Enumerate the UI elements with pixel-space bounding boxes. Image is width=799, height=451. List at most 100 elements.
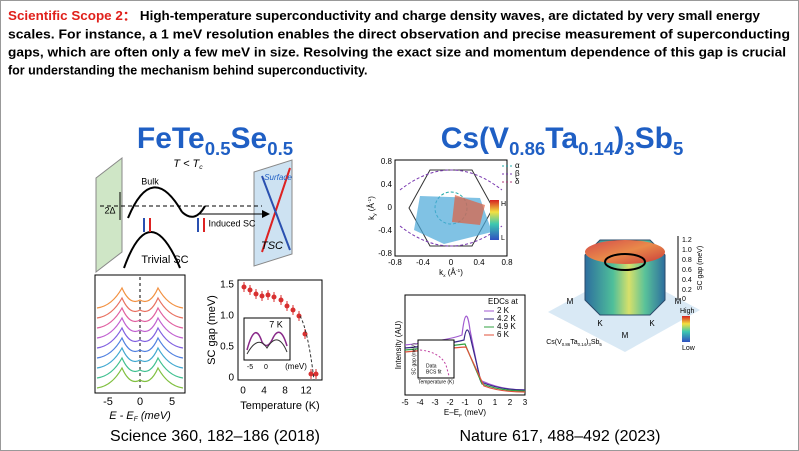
- delta-contour: [399, 169, 503, 247]
- colorbar-label: L: [501, 235, 505, 242]
- figure-title-part: 0.5: [267, 138, 293, 159]
- compound-label-part: 0.86: [562, 342, 571, 347]
- edc-curve: [96, 336, 184, 359]
- legend-title: EDCs at: [488, 297, 519, 306]
- inset-label: Data: [426, 363, 437, 369]
- gap-points: [241, 282, 319, 381]
- z-tick-label: 0: [682, 296, 686, 303]
- x-tick-label: 0: [449, 258, 454, 267]
- x-axis-label-part: F: [459, 413, 462, 419]
- x-tick-label: 12: [300, 386, 312, 397]
- figure-title-part: 3: [624, 138, 634, 159]
- x-tick-label: -4: [416, 398, 424, 407]
- y-tick-label: 0.8: [381, 157, 393, 166]
- colorbar-label: High: [680, 308, 695, 315]
- x-axis-label: Temperature (K): [240, 400, 319, 412]
- x-tick-label: 0.8: [501, 258, 513, 267]
- schematic-label: T < Tc: [173, 158, 203, 171]
- gap-point: [278, 297, 284, 303]
- z-tick-label: 0.8: [682, 257, 692, 264]
- colorbar-label: H: [501, 201, 506, 208]
- dirac-line: [261, 175, 291, 251]
- x-axis-label-part: F: [134, 416, 139, 423]
- header-label: Scientific Scope 2：: [8, 9, 136, 23]
- y-tick-label: 0: [388, 203, 393, 212]
- figure-title-part: Ta: [545, 122, 578, 155]
- schematic: [95, 156, 293, 274]
- y-tick-label: 0.5: [220, 342, 234, 353]
- z-tick-label: 0.2: [682, 287, 692, 294]
- schematic-label-part: T < T: [173, 158, 200, 170]
- figure-title-part: 0.86: [509, 138, 545, 159]
- schematic-label: Surface: [264, 173, 292, 182]
- edc-curve: [96, 296, 184, 319]
- k-point-label: K: [597, 319, 603, 328]
- y-tick-label: 0: [228, 373, 234, 384]
- figure-title-part: 5: [673, 138, 683, 159]
- fermi-contour: [604, 253, 646, 271]
- compound-label-part: 0.14: [578, 342, 587, 347]
- edc-curves: [96, 286, 184, 389]
- edc-curve: [96, 286, 184, 309]
- z-tick-label: 0.6: [682, 267, 692, 274]
- x-tick-label: 0.4: [473, 258, 485, 267]
- x-tick-label: 0: [137, 396, 143, 408]
- colorbar-label: Low: [682, 345, 696, 352]
- inset-label: SC gap (meV): [411, 343, 417, 375]
- legend-label: β: [515, 169, 520, 178]
- x-axis-label-part: -1: [456, 268, 461, 274]
- gap-point: [290, 307, 296, 313]
- x-tick-label: 0: [240, 386, 246, 397]
- x-tick-label: 4: [261, 386, 267, 397]
- y-tick-label: -0.4: [378, 226, 392, 235]
- inset-label: (meV): [285, 362, 307, 371]
- y-tick-label: 1.0: [220, 311, 234, 322]
- compound-label-part: ): [586, 339, 588, 346]
- x-axis-label-part: k: [439, 268, 444, 277]
- citation: Nature 617, 488–492 (2023): [459, 428, 660, 445]
- x-axis-label-part: x: [443, 274, 446, 279]
- x-tick-label: 2: [508, 398, 513, 407]
- z-axis-label: SC gap (meV): [697, 246, 704, 290]
- z-tick-label: 0.4: [682, 277, 692, 284]
- schematic-label-part: c: [199, 164, 203, 171]
- gap-point: [313, 371, 319, 377]
- x-axis-label: kx (Å-1): [439, 268, 463, 279]
- band: [127, 186, 183, 219]
- edc-curve: [96, 356, 184, 379]
- header-line: for understanding the mechanism behind s…: [8, 63, 368, 77]
- citation: Science 360, 182–186 (2018): [110, 428, 320, 445]
- y-tick-label: -0.8: [378, 249, 392, 258]
- figure-title-part: Se: [231, 122, 268, 155]
- map-intensity: [452, 195, 485, 225]
- dirac-line: [261, 167, 291, 253]
- legend-label: 2 K: [497, 306, 510, 315]
- arrowhead: [262, 210, 270, 218]
- map-frame: [394, 159, 508, 257]
- edc-curve: [96, 316, 184, 339]
- legend-label: 6 K: [497, 330, 510, 339]
- inset-label: 7 K: [269, 319, 283, 329]
- gap-point: [308, 371, 314, 377]
- schematic-label: Bulk: [141, 176, 159, 186]
- surface-panel: [253, 159, 293, 267]
- x-tick-label: -3: [431, 398, 439, 407]
- compound-label-part: 5: [599, 342, 602, 347]
- compound-label: Cs(V0.86Ta0.14)3Sb5: [546, 339, 602, 347]
- compound-label-part: Ta: [570, 339, 578, 346]
- figure-title-part: 0.14: [578, 138, 615, 159]
- x-axis-label-part: (Å: [446, 268, 457, 277]
- map-colorbar: [490, 200, 499, 240]
- x-axis-label: E–EF (meV): [444, 408, 486, 419]
- gap-point: [241, 284, 247, 290]
- x-axis-label-part: E–E: [444, 408, 459, 417]
- edc-curve: [96, 326, 184, 349]
- inset-tick: -5: [247, 364, 253, 371]
- x-axis-label: E - EF (meV): [109, 410, 171, 423]
- k-point-label: M: [675, 297, 682, 306]
- gap-point: [265, 292, 271, 298]
- y-axis-label-part: y: [373, 213, 378, 216]
- inset-tick: 0: [264, 364, 268, 371]
- y-axis-label-part: (Å: [367, 203, 376, 214]
- compound-label-part: Cs(V: [546, 339, 562, 346]
